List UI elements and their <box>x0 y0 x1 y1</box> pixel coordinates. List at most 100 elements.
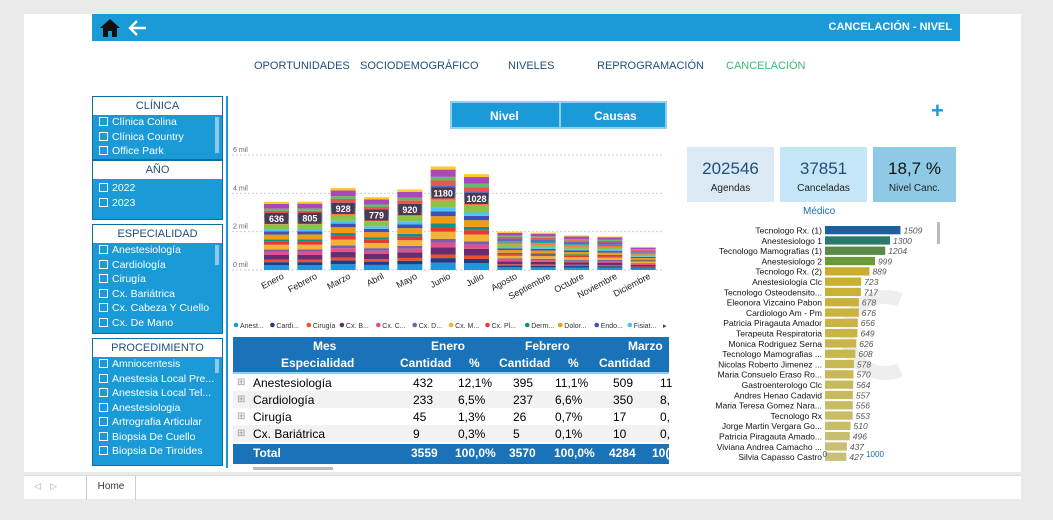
legend-label[interactable]: Anest... <box>240 323 264 330</box>
legend-label[interactable]: Cx. B... <box>346 323 369 330</box>
bar-agosto[interactable] <box>497 231 523 270</box>
slicer-option[interactable]: Anestesiología <box>93 243 222 258</box>
legend-label[interactable]: Derm... <box>531 323 554 330</box>
nav-cancelacion[interactable]: CANCELACIÓN <box>726 60 806 72</box>
expand-icon[interactable]: ⊞ <box>237 377 246 388</box>
legend-label[interactable]: Cx. D... <box>419 323 442 330</box>
checkbox[interactable] <box>99 417 108 426</box>
slicer-option[interactable]: Cirugía <box>93 272 222 287</box>
nav-oportunidades[interactable]: OPORTUNIDADES <box>254 60 350 72</box>
checkbox[interactable] <box>99 183 108 192</box>
slicer-option[interactable]: Cx. Bariátrica <box>93 287 222 302</box>
checkbox[interactable] <box>99 131 108 141</box>
legend-label[interactable]: Cx. M... <box>455 323 479 330</box>
checkbox[interactable] <box>99 146 108 155</box>
slicer-option[interactable]: 2023 <box>93 196 222 211</box>
legend-next-icon[interactable]: ▸ <box>663 323 667 330</box>
medico-bar[interactable] <box>825 329 858 338</box>
checkbox[interactable] <box>99 431 108 441</box>
add-icon[interactable]: + <box>931 98 944 123</box>
bar-septiembre[interactable] <box>530 232 556 270</box>
prev-page-icon[interactable]: ◁ <box>34 481 41 491</box>
nav-sociodemografico[interactable]: SOCIODEMOGRÁFICO <box>360 60 479 72</box>
home-icon[interactable] <box>98 17 122 39</box>
medico-bar[interactable] <box>825 246 886 255</box>
checkbox[interactable] <box>99 288 108 298</box>
medico-bar[interactable] <box>825 390 853 400</box>
slicer-option[interactable]: Cx. Cabeza Y Cuello <box>93 301 222 316</box>
medico-bar[interactable] <box>825 287 861 297</box>
next-page-icon[interactable]: ▷ <box>50 481 57 491</box>
table-scrollbar[interactable] <box>253 467 333 470</box>
slicer-option[interactable]: Clínica Country <box>93 130 222 145</box>
medico-bar[interactable] <box>825 308 859 317</box>
back-arrow-icon[interactable] <box>126 17 150 39</box>
medico-bar[interactable] <box>825 421 851 430</box>
bar-julio[interactable] <box>464 174 489 270</box>
page-tab-home[interactable]: Home <box>86 476 136 500</box>
checkbox[interactable] <box>99 317 108 327</box>
checkbox[interactable] <box>99 245 108 254</box>
table-row[interactable]: ⊞ Anestesiología 432 12,1% 395 11,1% 509 11 <box>233 374 672 391</box>
legend-label[interactable]: Endo... <box>601 323 623 330</box>
checkbox[interactable] <box>99 446 108 455</box>
expand-icon[interactable]: ⊞ <box>237 411 246 422</box>
checkbox[interactable] <box>99 117 108 126</box>
legend-label[interactable]: Dolor... <box>564 323 586 330</box>
medico-bar[interactable] <box>825 267 870 276</box>
bar-diciembre[interactable] <box>630 247 656 270</box>
slicer-option[interactable]: Cx. De Mano <box>93 316 222 331</box>
slicer-option[interactable]: Artrografia Articular <box>93 415 222 430</box>
checkbox[interactable] <box>99 402 108 412</box>
medico-bar[interactable] <box>825 432 850 441</box>
medico-bar[interactable] <box>825 339 857 348</box>
slicer-option[interactable]: Office Park <box>93 144 222 159</box>
checkbox[interactable] <box>99 274 108 283</box>
medico-bar[interactable] <box>825 380 854 389</box>
slicer-option[interactable]: Anestesiologia <box>93 401 222 416</box>
slicer-option[interactable]: Cardiología <box>93 258 222 273</box>
expand-icon[interactable]: ⊞ <box>237 394 246 405</box>
medico-bar[interactable] <box>825 370 854 379</box>
medico-bar[interactable] <box>825 452 847 461</box>
checkbox[interactable] <box>99 388 108 397</box>
checkbox[interactable] <box>99 373 108 383</box>
medico-bar[interactable] <box>825 349 856 358</box>
checkbox[interactable] <box>99 303 108 312</box>
table-row[interactable]: ⊞ Cirugía 45 1,3% 26 0,7% 17 0, <box>233 408 670 425</box>
slicer-option[interactable]: Anestesia Local Pre... <box>93 372 222 387</box>
scrollbar[interactable] <box>215 245 219 265</box>
bar-octubre[interactable] <box>564 235 589 271</box>
nav-niveles[interactable]: NIVELES <box>508 60 555 72</box>
medico-bar[interactable] <box>825 277 862 286</box>
nav-reprogramacion[interactable]: REPROGRAMACIÓN <box>597 60 704 72</box>
legend-label[interactable]: Cx. C... <box>382 323 405 330</box>
medico-bar[interactable] <box>825 401 853 410</box>
checkbox[interactable] <box>99 197 108 207</box>
medico-bar[interactable] <box>825 442 847 451</box>
legend-label[interactable]: Cx. Pl... <box>492 323 517 330</box>
checkbox[interactable] <box>99 259 108 269</box>
medico-bar[interactable] <box>825 256 875 266</box>
slicer-option[interactable]: Biopsia De Tiroides <box>93 444 222 459</box>
medico-bar[interactable] <box>825 359 854 369</box>
slicer-option[interactable]: Clínica Colina <box>93 115 222 130</box>
legend-label[interactable]: Cardi... <box>276 323 299 330</box>
medico-bar[interactable] <box>825 236 890 245</box>
tab-nivel[interactable]: Nivel <box>490 109 519 123</box>
table-row[interactable]: ⊞ Cx. Bariátrica 9 0,3% 5 0,1% 10 0, <box>233 425 670 442</box>
slicer-option[interactable]: 2022 <box>93 181 222 196</box>
scrollbar[interactable] <box>215 359 219 373</box>
slicer-option[interactable]: Anestesia Local Tel... <box>93 386 222 401</box>
medico-bar[interactable] <box>825 226 901 235</box>
checkbox[interactable] <box>99 359 108 368</box>
scrollbar[interactable] <box>215 117 219 153</box>
medico-bar[interactable] <box>825 298 859 307</box>
slicer-option[interactable]: Biopsia De Cuello <box>93 430 222 445</box>
legend-label[interactable]: Cirugía <box>313 323 336 330</box>
slicer-option[interactable]: Amniocentesis <box>93 357 222 372</box>
medico-bar[interactable] <box>825 411 853 420</box>
chart-scrollbar[interactable] <box>937 222 940 244</box>
bar-noviembre[interactable] <box>597 236 623 270</box>
tab-causas[interactable]: Causas <box>594 109 637 123</box>
